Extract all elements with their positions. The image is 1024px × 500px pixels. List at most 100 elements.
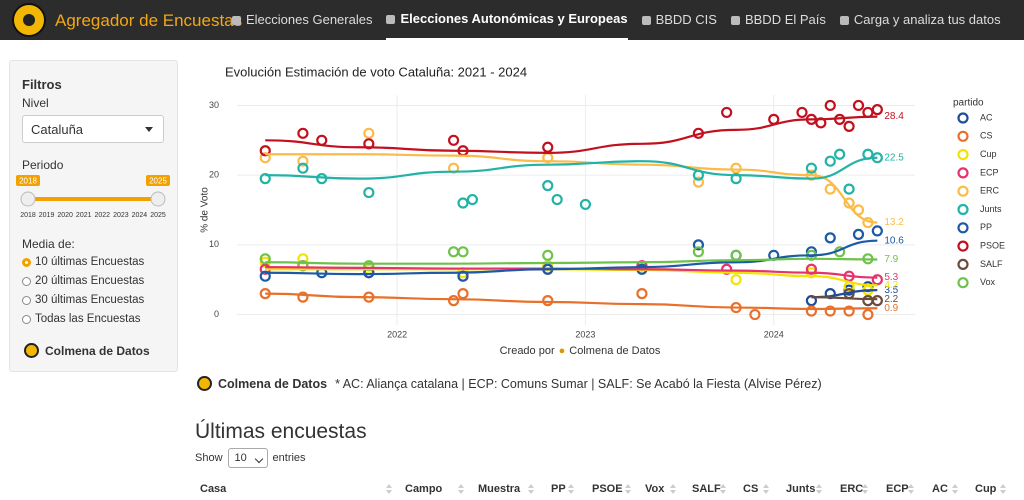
x-axis-label-icon: ● [559,345,566,357]
end-label: 22.5 [884,152,904,163]
poll-point [447,295,460,307]
sidebar-title: Filtros [22,77,62,92]
poll-point [579,198,592,211]
sort-icon [952,484,958,494]
nav-item[interactable]: BBDD CIS [641,0,717,40]
radio-label: Todas las Encuestas [35,313,141,325]
brand[interactable]: Agregador de Encuestas [55,11,243,30]
poll-point [542,295,554,307]
nav-item-label: Elecciones Generales [246,12,373,27]
slider-tick-label: 2021 [76,212,92,219]
media-label: Media de: [22,237,75,251]
nav-item-label: BBDD El País [744,12,826,27]
nav-icon [839,15,849,25]
slider-value-badge [146,175,170,186]
radio-option[interactable]: 30 últimas Encuestas [22,294,144,306]
legend-label[interactable]: AC [980,112,993,122]
sort-icon [458,484,464,494]
poll-point [749,308,761,321]
legend-label[interactable]: Cup [980,149,997,159]
column-header[interactable]: AC [932,483,948,495]
legend-label[interactable]: PSOE [980,240,1005,250]
poll-point [542,141,554,153]
radio-label: 30 últimas Encuestas [35,294,145,306]
legend-label[interactable]: PP [980,222,992,232]
legend-marker[interactable] [957,167,969,179]
column-header[interactable]: SALF [692,483,721,495]
legend-title: partido [953,98,984,109]
nivel-select[interactable]: Cataluña [22,115,164,143]
slider-tick-label: 2025 [150,212,166,219]
poll-point [363,186,375,199]
legend-marker[interactable] [957,258,969,270]
end-label: 0.9 [884,303,898,314]
radio-dot [22,314,31,324]
slider-handle[interactable] [150,191,166,207]
column-header[interactable]: Junts [786,483,816,495]
logo[interactable] [12,3,46,37]
slider-tick-label: 2019 [39,212,55,219]
nav-item[interactable]: Elecciones Autonómicas y Europeas [386,0,628,40]
column-header[interactable]: Cup [975,483,997,495]
legend-marker[interactable] [957,148,969,161]
poll-point [834,148,846,160]
end-label: 3.5 [884,285,898,296]
end-label: 7.9 [884,254,898,265]
column-header[interactable]: ECP [886,483,909,495]
legend-label[interactable]: Vox [980,277,996,287]
radio-option[interactable]: 10 últimas Encuestas [22,256,144,268]
column-header[interactable]: Casa [200,483,227,495]
slider-handle[interactable] [20,191,36,207]
legend-marker[interactable] [957,203,969,216]
legend-marker[interactable] [957,240,969,252]
poll-point [805,162,818,174]
poll-point [843,197,855,209]
column-header[interactable]: CS [743,483,759,495]
sort-icon [816,484,822,494]
poll-point [824,305,836,317]
legend-label[interactable]: ERC [980,186,1000,196]
legend-label[interactable]: ECP [980,167,999,177]
length-select[interactable]: 10 [227,448,268,468]
sort-icon [670,484,676,494]
poll-point [852,99,865,112]
nav-item[interactable]: Carga y analiza tus datos [839,0,1001,40]
radio-option[interactable]: Todas las Encuestas [22,313,140,325]
x-axis-label: Creado por ● Colmena de Datos [500,345,661,357]
radio-label: 20 últimas Encuestas [35,275,145,287]
legend-label[interactable]: SALF [980,259,1003,269]
nav-item-label: Carga y analiza tus datos [853,12,1001,27]
column-header[interactable]: Vox [645,483,665,495]
radio-option[interactable]: 20 últimas Encuestas [22,275,144,287]
poll-point [316,134,328,146]
sort-icon [720,484,726,494]
legend-label[interactable]: CS [980,131,993,141]
legend-marker[interactable] [957,112,969,124]
sort-icon [908,484,914,494]
legend-marker[interactable] [957,222,969,234]
end-label: 10.6 [884,235,904,246]
radio-label: 10 últimas Encuestas [35,256,145,268]
column-header[interactable]: PP [551,483,566,495]
nav-icon [232,15,241,25]
nav-item[interactable]: Elecciones Generales [232,0,372,40]
trend-line [265,239,878,276]
legend-marker[interactable] [957,185,969,197]
column-header[interactable]: ERC [840,483,864,495]
legend-label[interactable]: Junts [980,204,1002,214]
poll-point [447,134,460,146]
legend-marker[interactable] [957,277,969,289]
y-tick-label: 0 [214,309,219,319]
sort-icon [862,484,868,494]
y-tick-label: 30 [209,100,219,110]
table-title: Últimas encuestas [195,420,367,443]
sidebar: Filtros Nivel Cataluña Periodo 2018 2019 2… [9,60,178,372]
nav-item[interactable]: BBDD El País [730,0,826,40]
column-header[interactable]: Muestra [478,483,521,495]
column-header[interactable]: Campo [405,483,443,495]
column-header[interactable]: PSOE [592,483,623,495]
legend-marker[interactable] [957,130,969,142]
note-brand: Colmena de Datos [218,376,328,391]
